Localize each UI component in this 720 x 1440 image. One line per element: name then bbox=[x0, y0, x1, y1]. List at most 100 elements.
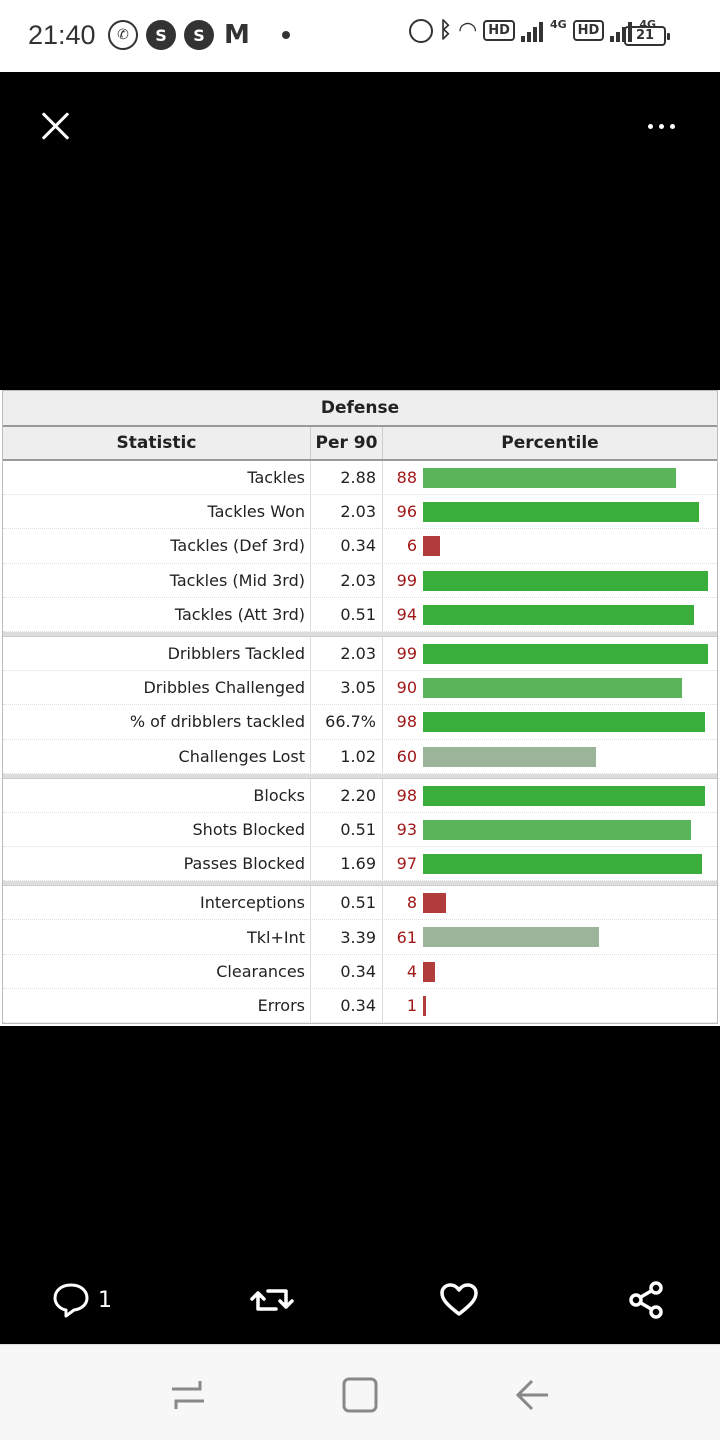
more-options-icon[interactable] bbox=[648, 118, 682, 134]
wifi-icon: ◠ bbox=[458, 18, 478, 43]
per90-value: 2.88 bbox=[311, 461, 383, 495]
percentile-value: 93 bbox=[396, 819, 417, 839]
share-icon bbox=[629, 1281, 663, 1319]
table-row: Errors 0.34 1 bbox=[3, 988, 717, 1023]
reply-count: 1 bbox=[98, 1287, 112, 1313]
stat-name: Tackles bbox=[3, 461, 311, 495]
table-row: Interceptions 0.51 8 bbox=[3, 886, 717, 921]
percentile-bar bbox=[423, 643, 708, 664]
per90-value: 0.51 bbox=[311, 812, 383, 847]
percentile-value: 99 bbox=[396, 570, 417, 590]
percentile-bar bbox=[423, 995, 426, 1016]
retweet-button[interactable] bbox=[250, 1280, 294, 1320]
close-icon[interactable] bbox=[40, 110, 72, 142]
percentile-value: 6 bbox=[406, 536, 417, 556]
percentile-cell: 4 bbox=[383, 955, 717, 988]
percentile-value: 8 bbox=[406, 893, 417, 913]
dot-icon bbox=[281, 31, 290, 39]
percentile-cell: 6 bbox=[383, 529, 717, 562]
percentile-bar bbox=[423, 854, 702, 875]
stat-name: Challenges Lost bbox=[3, 739, 311, 773]
table-row: Clearances 0.34 4 bbox=[3, 954, 717, 989]
stat-name: Tackles (Mid 3rd) bbox=[3, 563, 311, 597]
action-bar: 1 bbox=[0, 1270, 720, 1330]
table-row: Tackles (Att 3rd) 0.51 94 bbox=[3, 597, 717, 632]
home-icon[interactable] bbox=[340, 1375, 380, 1415]
percentile-cell: 93 bbox=[383, 813, 717, 846]
per90-value: 2.03 bbox=[311, 636, 383, 671]
group-divider bbox=[3, 631, 717, 637]
per90-value: 0.34 bbox=[311, 988, 383, 1022]
percentile-cell: 99 bbox=[383, 564, 717, 597]
alarm-icon bbox=[408, 18, 433, 43]
percentile-value: 97 bbox=[396, 854, 417, 874]
stat-name: Tackles (Def 3rd) bbox=[3, 529, 311, 563]
table-row: Shots Blocked 0.51 93 bbox=[3, 812, 717, 848]
table-row: Dribblers Tackled 2.03 99 bbox=[3, 636, 717, 672]
percentile-value: 98 bbox=[396, 712, 417, 732]
hd-icon: HD bbox=[572, 20, 605, 41]
percentile-bar bbox=[423, 819, 691, 840]
recents-icon[interactable] bbox=[168, 1375, 208, 1415]
percentile-cell: 90 bbox=[383, 671, 717, 704]
percentile-cell: 61 bbox=[383, 920, 717, 953]
percentile-cell: 88 bbox=[383, 461, 717, 494]
stat-name: Interceptions bbox=[3, 886, 311, 920]
sync-icon: S bbox=[184, 20, 214, 50]
sync-icon: S bbox=[146, 20, 176, 50]
percentile-bar bbox=[423, 893, 446, 914]
group-divider bbox=[3, 773, 717, 779]
percentile-bar bbox=[423, 502, 699, 523]
reply-button[interactable]: 1 bbox=[52, 1280, 112, 1320]
table-row: Dribbles Challenged 3.05 90 bbox=[3, 671, 717, 706]
like-button[interactable] bbox=[440, 1280, 478, 1320]
share-button[interactable] bbox=[628, 1280, 664, 1320]
battery-icon: 21 bbox=[624, 26, 670, 46]
per90-value: 0.51 bbox=[311, 597, 383, 631]
table-row: Tackles (Def 3rd) 0.34 6 bbox=[3, 529, 717, 564]
table-row: Tackles (Mid 3rd) 2.03 99 bbox=[3, 563, 717, 598]
retweet-icon bbox=[250, 1289, 294, 1311]
table-row: Passes Blocked 1.69 97 bbox=[3, 847, 717, 882]
defense-table: Defense Statistic Per 90 Percentile Tack… bbox=[2, 390, 718, 1024]
per90-value: 2.03 bbox=[311, 563, 383, 597]
stat-name: Shots Blocked bbox=[3, 812, 311, 847]
hd-icon: HD bbox=[483, 20, 515, 41]
back-icon[interactable] bbox=[512, 1375, 552, 1415]
header-percentile: Percentile bbox=[501, 433, 599, 453]
percentile-cell: 98 bbox=[383, 705, 717, 738]
percentile-bar bbox=[423, 604, 694, 625]
bluetooth-icon: ᛒ bbox=[438, 18, 453, 43]
percentile-bar bbox=[423, 468, 676, 488]
percentile-value: 61 bbox=[396, 927, 417, 947]
stat-name: Tkl+Int bbox=[3, 920, 311, 954]
percentile-bar bbox=[423, 712, 705, 733]
table-row: Tackles Won 2.03 96 bbox=[3, 495, 717, 530]
status-bar: 21:40 ✆ S S M ᛒ ◠ HD 4G HD 4G 21 bbox=[0, 0, 720, 72]
reply-icon bbox=[53, 1283, 89, 1318]
stat-name: Tackles (Att 3rd) bbox=[3, 597, 311, 631]
per90-value: 1.69 bbox=[311, 847, 383, 881]
percentile-value: 90 bbox=[396, 678, 417, 698]
percentile-bar bbox=[423, 927, 599, 948]
per90-value: 0.34 bbox=[311, 954, 383, 988]
gmail-icon: M bbox=[224, 20, 250, 50]
stat-name: Dribbles Challenged bbox=[3, 671, 311, 705]
per90-value: 0.34 bbox=[311, 529, 383, 563]
per90-value: 2.03 bbox=[311, 495, 383, 529]
percentile-cell: 96 bbox=[383, 495, 717, 528]
percentile-value: 96 bbox=[396, 502, 417, 522]
percentile-value: 60 bbox=[396, 746, 417, 766]
table-row: Challenges Lost 1.02 60 bbox=[3, 739, 717, 774]
percentile-cell: 97 bbox=[383, 847, 717, 880]
percentile-value: 98 bbox=[396, 785, 417, 805]
header-statistic: Statistic bbox=[3, 427, 311, 459]
percentile-cell: 60 bbox=[383, 740, 717, 773]
table-body: Tackles 2.88 88 Tackles Won 2.03 96 Tackles (D… bbox=[3, 461, 717, 1023]
percentile-value: 1 bbox=[406, 995, 417, 1015]
network-type: 4G bbox=[549, 18, 567, 31]
table-row: Blocks 2.20 98 bbox=[3, 778, 717, 813]
stat-name: Errors bbox=[3, 988, 311, 1022]
percentile-cell: 99 bbox=[383, 637, 717, 670]
per90-value: 1.02 bbox=[311, 739, 383, 773]
